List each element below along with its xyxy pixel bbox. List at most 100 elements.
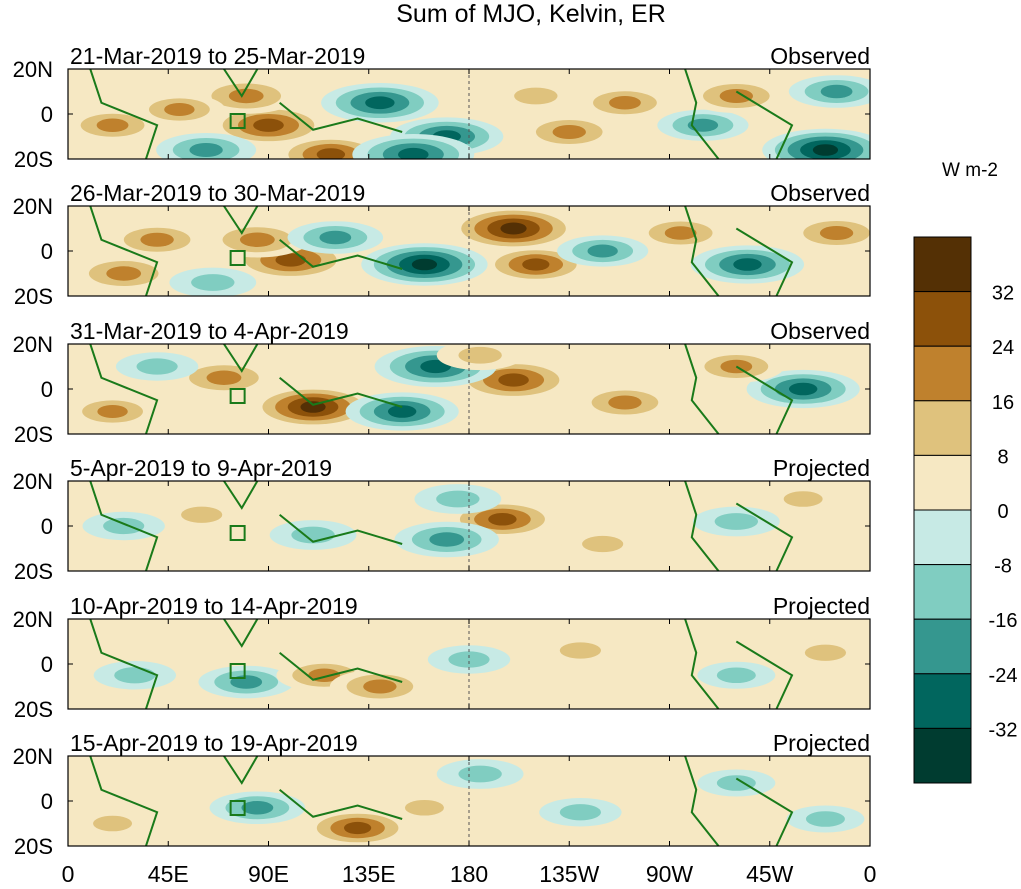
anomaly-2-11-level-2 xyxy=(819,226,854,240)
y-tick-label: 20N xyxy=(13,744,53,769)
panel-status: Projected xyxy=(773,455,870,481)
panels: 20N 0 20S 21-Mar-2019 to 25-Mar-2019 Observe… xyxy=(13,43,871,859)
anomaly-3-6-level-3 xyxy=(788,382,818,396)
anomaly-2-7-level-4 xyxy=(411,258,438,271)
colorbar: W m-2 32 24 16 8 0 -8 -16 -24 -32 xyxy=(913,160,1018,784)
colorbar-tick-label: 24 xyxy=(992,337,1014,359)
anomaly-3-2-level-2 xyxy=(206,370,242,385)
anomaly-3-8-level-2 xyxy=(97,405,128,418)
anomaly-5-5-level-1 xyxy=(114,667,156,684)
colorbar-tick-label: 0 xyxy=(997,501,1008,523)
panel-period: 21-Mar-2019 to 25-Mar-2019 xyxy=(70,43,365,69)
coastline-americas xyxy=(684,344,794,434)
anomaly-2-1-level-3 xyxy=(275,253,307,267)
panel-1: 20N 0 20S 21-Mar-2019 to 25-Mar-2019 Observe… xyxy=(13,43,871,172)
coastline-americas xyxy=(684,481,794,571)
colorbar-swatch xyxy=(913,509,972,566)
anomaly-5-6-level-1 xyxy=(559,642,601,659)
anomaly-6-2-level-3 xyxy=(344,821,372,835)
y-tick-label: 20N xyxy=(13,469,53,494)
y-tick-label: 0 xyxy=(41,789,53,814)
anomaly-5-8-level-1 xyxy=(804,644,847,661)
coastline-maritime-continent xyxy=(279,788,403,820)
colorbar-swatch xyxy=(913,345,972,402)
anomaly-1-9-level-1 xyxy=(514,87,558,105)
coastline-americas xyxy=(684,756,794,846)
panel-4: 20N 0 20S 5-Apr-2019 to 9-Apr-2019 Projected xyxy=(13,455,871,584)
anomaly-4-2-level-2 xyxy=(429,532,465,547)
anomaly-1-5-level-2 xyxy=(164,103,195,116)
y-tick-label: 0 xyxy=(41,102,53,127)
y-tick-label: 20N xyxy=(13,57,53,82)
coastline-maritime-continent xyxy=(279,101,403,133)
colorbar-tick-label: -8 xyxy=(994,556,1012,578)
anomaly-1-13-level-4 xyxy=(812,144,839,156)
anomaly-4-7-level-1 xyxy=(181,506,223,523)
panel-period: 31-Mar-2019 to 4-Apr-2019 xyxy=(70,318,349,344)
coastline-india xyxy=(223,206,259,235)
coastline-india xyxy=(223,69,259,98)
anomaly-3-10-level-1 xyxy=(458,346,502,364)
anomaly-2-2-level-4 xyxy=(500,222,527,235)
y-tick-label: 20N xyxy=(13,194,53,219)
y-tick-label: 0 xyxy=(41,514,53,539)
maldives-box xyxy=(229,663,246,679)
maldives-box xyxy=(229,800,246,816)
x-tick-label: 90E xyxy=(248,861,289,887)
colorbar-swatch xyxy=(913,400,972,456)
anomaly-2-6-level-2 xyxy=(239,232,275,247)
coastline-india xyxy=(223,344,259,373)
colorbar-swatch xyxy=(913,236,972,293)
y-tick-label: 0 xyxy=(41,652,53,677)
y-tick-label: 20S xyxy=(14,422,53,447)
coastline-africa xyxy=(89,206,159,296)
y-tick-label: 0 xyxy=(41,377,53,402)
panel-status: Observed xyxy=(770,318,870,344)
panel-period: 26-Mar-2019 to 30-Mar-2019 xyxy=(70,180,365,206)
anomaly-2-13-level-2 xyxy=(664,226,697,240)
x-tick-label: 45E xyxy=(148,861,189,887)
anomaly-6-1-level-2 xyxy=(241,800,274,815)
colorbar-tick-label: 8 xyxy=(997,446,1008,468)
colorbar-tick-label: 16 xyxy=(992,392,1014,414)
coastline-africa xyxy=(89,69,159,159)
x-axis: 0 45E 90E 135E 180 135W 90W 45W 0 xyxy=(62,861,877,887)
colorbar-tick-label: -16 xyxy=(989,610,1018,632)
maldives-box xyxy=(229,113,246,129)
colorbar-swatch xyxy=(913,454,972,511)
anomaly-2-4-level-2 xyxy=(106,266,142,281)
coastline-americas xyxy=(684,69,794,159)
colorbar-tick-label: -24 xyxy=(989,665,1018,687)
anomaly-3-7-level-2 xyxy=(720,359,753,374)
anomaly-1-15-level-2 xyxy=(719,89,754,103)
anomaly-4-5-level-1 xyxy=(103,517,145,535)
x-tick-label: 45W xyxy=(746,861,794,887)
anomaly-4-6-level-1 xyxy=(714,513,759,530)
anomaly-3-4-level-3 xyxy=(420,359,451,374)
colorbar-swatch xyxy=(913,618,972,675)
anomaly-2-5-level-2 xyxy=(140,232,174,247)
anomaly-4-3-level-1 xyxy=(436,490,480,508)
anomaly-1-8-level-3 xyxy=(398,147,429,159)
anomaly-6-3-level-1 xyxy=(458,765,502,783)
y-tick-label: 20S xyxy=(14,559,53,584)
panel-3: 20N 0 20S 31-Mar-2019 to 4-Apr-2019 Observed xyxy=(13,318,871,447)
panel-2: 20N 0 20S 26-Mar-2019 to 30-Mar-2019 Observe… xyxy=(13,180,871,309)
coastline-africa xyxy=(89,619,159,709)
anomaly-4-9-level-1 xyxy=(783,491,823,507)
anomaly-1-1-level-3 xyxy=(253,118,284,132)
chart-title: Sum of MJO, Kelvin, ER xyxy=(396,0,666,28)
panel-status: Observed xyxy=(770,180,870,206)
colorbar-swatch xyxy=(913,564,972,620)
anomaly-3-5-level-3 xyxy=(387,405,417,418)
anomaly-5-3-level-2 xyxy=(363,679,397,694)
anomaly-1-14-level-2 xyxy=(820,84,853,99)
panel-status: Observed xyxy=(770,43,870,69)
y-tick-label: 20N xyxy=(13,607,53,632)
panel-period: 10-Apr-2019 to 14-Apr-2019 xyxy=(70,593,358,619)
anomaly-1-3-level-3 xyxy=(316,148,346,159)
y-tick-label: 20N xyxy=(13,332,53,357)
anomaly-1-11-level-2 xyxy=(552,125,586,139)
anomaly-2-12-level-1 xyxy=(191,274,235,291)
